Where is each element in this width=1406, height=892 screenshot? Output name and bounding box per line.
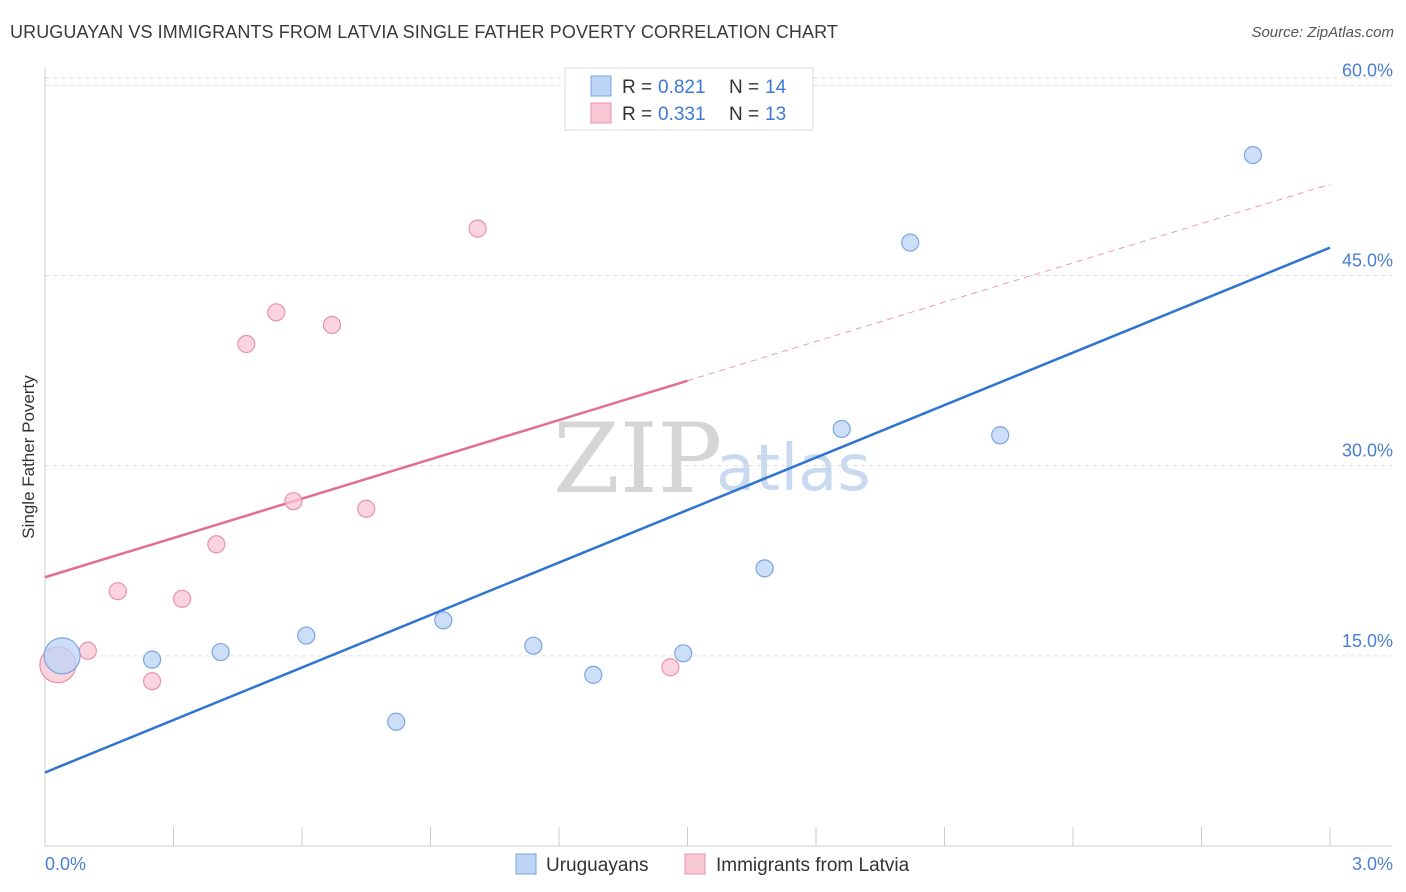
- point-uruguayans-10: [832, 419, 851, 439]
- point-latvia-1: [78, 641, 97, 660]
- series-swatch-latvia: [684, 853, 706, 875]
- series-label-uruguayans: Uruguayans: [546, 855, 648, 876]
- point-uruguayans-11: [901, 233, 920, 252]
- correlation-legend: R = 0.821 N = 14 R = 0.331 N = 13: [564, 67, 814, 131]
- point-uruguayans-12: [991, 426, 1010, 445]
- series-label-latvia: Immigrants from Latvia: [716, 855, 910, 876]
- y-tick-labels: 15.0% 30.0% 45.0% 60.0%: [1342, 60, 1393, 650]
- legend-r-label-2: R =: [622, 104, 652, 125]
- point-latvia-11: [468, 219, 487, 238]
- x-axis-ticks: [173, 827, 1331, 846]
- point-latvia-6: [237, 334, 256, 354]
- trend-line-latvia-extension: [687, 183, 1331, 382]
- series-swatch-uruguayans: [515, 853, 537, 875]
- trend-line-latvia: [44, 379, 688, 579]
- y-axis-label: Single Father Poverty: [19, 375, 38, 539]
- legend-r-label-1: R =: [622, 77, 652, 98]
- watermark-atlas: atlas: [716, 432, 871, 506]
- legend-swatch-blue: [590, 75, 612, 97]
- legend-r-value-2: 0.331: [658, 104, 706, 125]
- legend-n-label-1: N =: [729, 77, 759, 98]
- point-uruguayans-0: [43, 637, 81, 675]
- legend-n-label-2: N =: [729, 104, 759, 125]
- point-uruguayans-9: [755, 559, 774, 578]
- source-label: Source: ZipAtlas.com: [1251, 24, 1394, 41]
- point-uruguayans-3: [297, 626, 316, 645]
- point-uruguayans-7: [584, 665, 603, 684]
- x-tick-label-max: 3.0%: [1352, 854, 1393, 874]
- grid-lines: [45, 77, 1392, 657]
- chart-title: URUGUAYAN VS IMMIGRANTS FROM LATVIA SING…: [10, 22, 838, 42]
- point-latvia-2: [108, 582, 127, 601]
- legend-n-value-1: 14: [765, 77, 787, 98]
- data-points: [39, 145, 1263, 731]
- y-tick-label-3: 60.0%: [1342, 60, 1393, 80]
- point-uruguayans-8: [674, 644, 693, 663]
- legend-swatch-pink: [590, 102, 612, 124]
- watermark-zip: ZIP: [553, 403, 722, 515]
- point-latvia-10: [357, 499, 376, 518]
- point-uruguayans-13: [1243, 145, 1263, 165]
- point-latvia-3: [142, 672, 162, 691]
- trend-line-uruguayans: [44, 246, 1331, 774]
- legend-n-value-2: 13: [765, 104, 786, 125]
- point-uruguayans-6: [524, 636, 543, 655]
- point-latvia-5: [207, 535, 226, 554]
- point-uruguayans-5: [434, 611, 453, 630]
- y-tick-label-1: 30.0%: [1342, 441, 1393, 461]
- trend-lines: [44, 183, 1331, 774]
- point-latvia-7: [267, 303, 286, 322]
- point-uruguayans-4: [387, 712, 406, 731]
- legend-r-value-1: 0.821: [658, 77, 706, 98]
- point-latvia-8: [284, 492, 303, 511]
- y-tick-label-2: 45.0%: [1342, 251, 1393, 271]
- point-latvia-9: [322, 315, 342, 335]
- point-latvia-4: [172, 589, 192, 608]
- point-latvia-12: [661, 658, 680, 677]
- y-tick-label-0: 15.0%: [1342, 631, 1393, 651]
- point-uruguayans-1: [142, 650, 162, 669]
- point-uruguayans-2: [211, 642, 230, 662]
- x-tick-label-min: 0.0%: [45, 854, 86, 874]
- series-legend: Uruguayans Immigrants from Latvia: [515, 853, 910, 876]
